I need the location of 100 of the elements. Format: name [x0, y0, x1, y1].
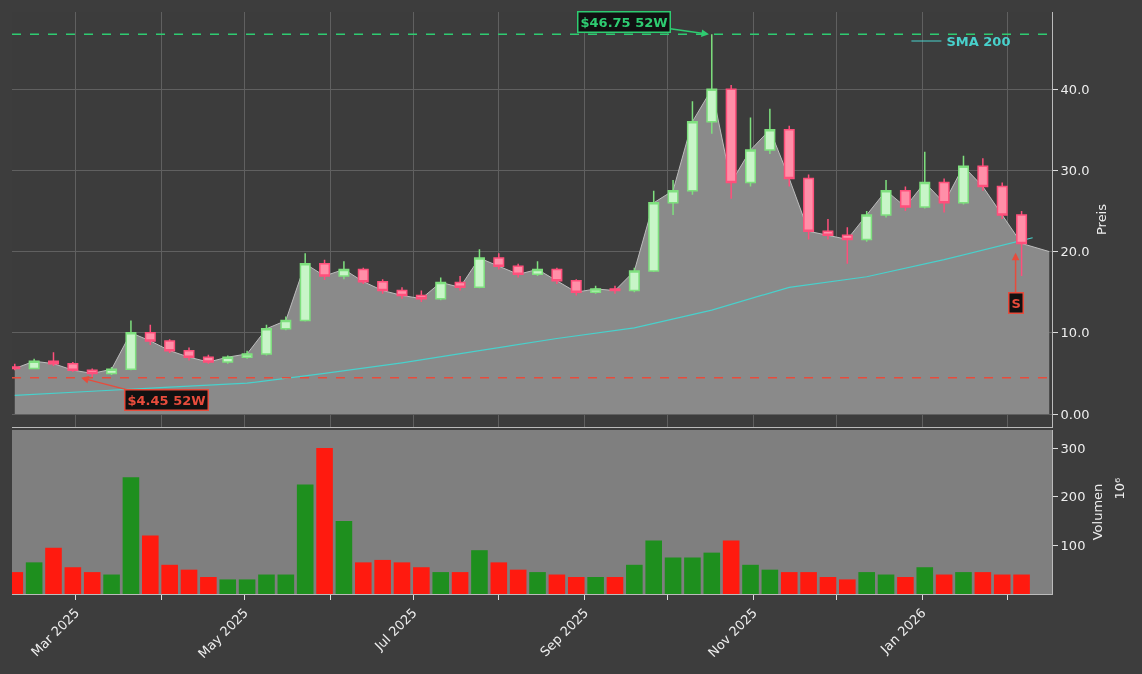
bar: [800, 572, 817, 594]
candlestick: [338, 260, 350, 280]
bar: [374, 559, 391, 594]
candlestick: [609, 284, 621, 295]
candlestick: [164, 338, 176, 354]
candlestick: [822, 218, 834, 241]
candlestick: [725, 84, 737, 200]
bar: [858, 572, 875, 594]
candlestick: [803, 173, 815, 241]
candlestick: [648, 189, 660, 273]
y-tick-label: 40.0: [1060, 81, 1090, 97]
candlestick: [551, 267, 563, 285]
bar: [626, 564, 643, 594]
candlestick: [570, 278, 582, 297]
bar: [509, 569, 527, 594]
bar: [664, 557, 682, 594]
bar: [316, 448, 333, 594]
bar: [451, 572, 469, 594]
y-tick-label: 100: [1060, 537, 1086, 553]
bar: [529, 572, 546, 594]
candlestick: [667, 179, 679, 216]
candlestick: [493, 252, 505, 271]
candlestick: [532, 260, 544, 277]
candlestick: [183, 346, 195, 362]
bar: [103, 574, 120, 594]
candlestick: [590, 284, 602, 295]
bar: [722, 540, 740, 594]
candlestick: [377, 278, 389, 295]
bar: [935, 574, 953, 594]
bar: [1013, 574, 1030, 594]
bar: [180, 569, 198, 594]
candlestick: [435, 276, 447, 302]
annotation: $46.75 52W: [580, 14, 668, 30]
candlestick: [48, 351, 59, 367]
candlestick: [86, 367, 98, 379]
candlestick: [260, 323, 272, 357]
bar: [296, 484, 314, 594]
bar: [839, 579, 856, 594]
annotation: $4.45 52W: [127, 392, 206, 408]
bar: [606, 576, 624, 594]
bar: [432, 572, 450, 594]
y-axis-title: Preis: [1094, 203, 1110, 236]
candlestick: [125, 319, 137, 371]
candlestick: [357, 267, 369, 285]
bar: [238, 579, 256, 594]
bar: [877, 574, 895, 594]
bar: [45, 547, 62, 594]
annotation: S: [1011, 295, 1021, 311]
candlestick: [28, 358, 40, 371]
bar: [548, 574, 566, 594]
candlestick: [396, 286, 408, 300]
bar: [955, 572, 972, 594]
y-axis-title: Volumen: [1090, 483, 1106, 541]
bar: [703, 552, 721, 594]
bar: [122, 477, 140, 594]
candlestick: [841, 226, 853, 265]
candlestick: [473, 248, 485, 289]
y-tick-label: 0.00: [1060, 406, 1090, 422]
bar: [277, 574, 295, 594]
bar: [587, 576, 604, 594]
candlestick: [861, 210, 873, 243]
bar: [916, 567, 934, 594]
candlestick: [996, 181, 1008, 220]
candlestick: [202, 353, 214, 365]
bar: [993, 574, 1011, 594]
bar: [219, 579, 237, 594]
bar: [819, 576, 837, 594]
candlestick: [299, 252, 311, 323]
y-tick-label: 20.0: [1060, 244, 1090, 260]
candlestick: [919, 150, 931, 210]
y-tick-label: 200: [1060, 489, 1086, 505]
candlestick: [686, 100, 698, 196]
bar: [413, 567, 430, 594]
candlestick: [280, 315, 292, 332]
candlestick: [938, 177, 950, 214]
candlestick: [977, 157, 989, 192]
bar: [490, 562, 508, 594]
candlestick: [144, 323, 156, 346]
bar: [393, 562, 411, 594]
bar: [974, 572, 992, 594]
bar: [567, 576, 585, 594]
line-series: [14, 237, 1034, 396]
bar: [161, 564, 178, 594]
candlestick: [67, 361, 79, 373]
y-tick-label: 30.0: [1060, 162, 1090, 178]
legend-label: SMA 200: [946, 34, 1011, 50]
candlestick: [764, 107, 776, 155]
bar: [471, 550, 488, 594]
candlestick: [958, 155, 969, 206]
y-tick-label: 10.0: [1060, 325, 1090, 341]
candlestick: [899, 185, 911, 212]
bar: [258, 574, 275, 594]
bar: [742, 564, 759, 594]
bar: [645, 540, 662, 594]
candlestick: [706, 33, 718, 135]
candlestick: [222, 354, 234, 365]
text: 10⁶: [1111, 477, 1127, 500]
candlestick: [745, 116, 756, 188]
candlestick: [454, 275, 466, 292]
bar: [335, 521, 353, 594]
